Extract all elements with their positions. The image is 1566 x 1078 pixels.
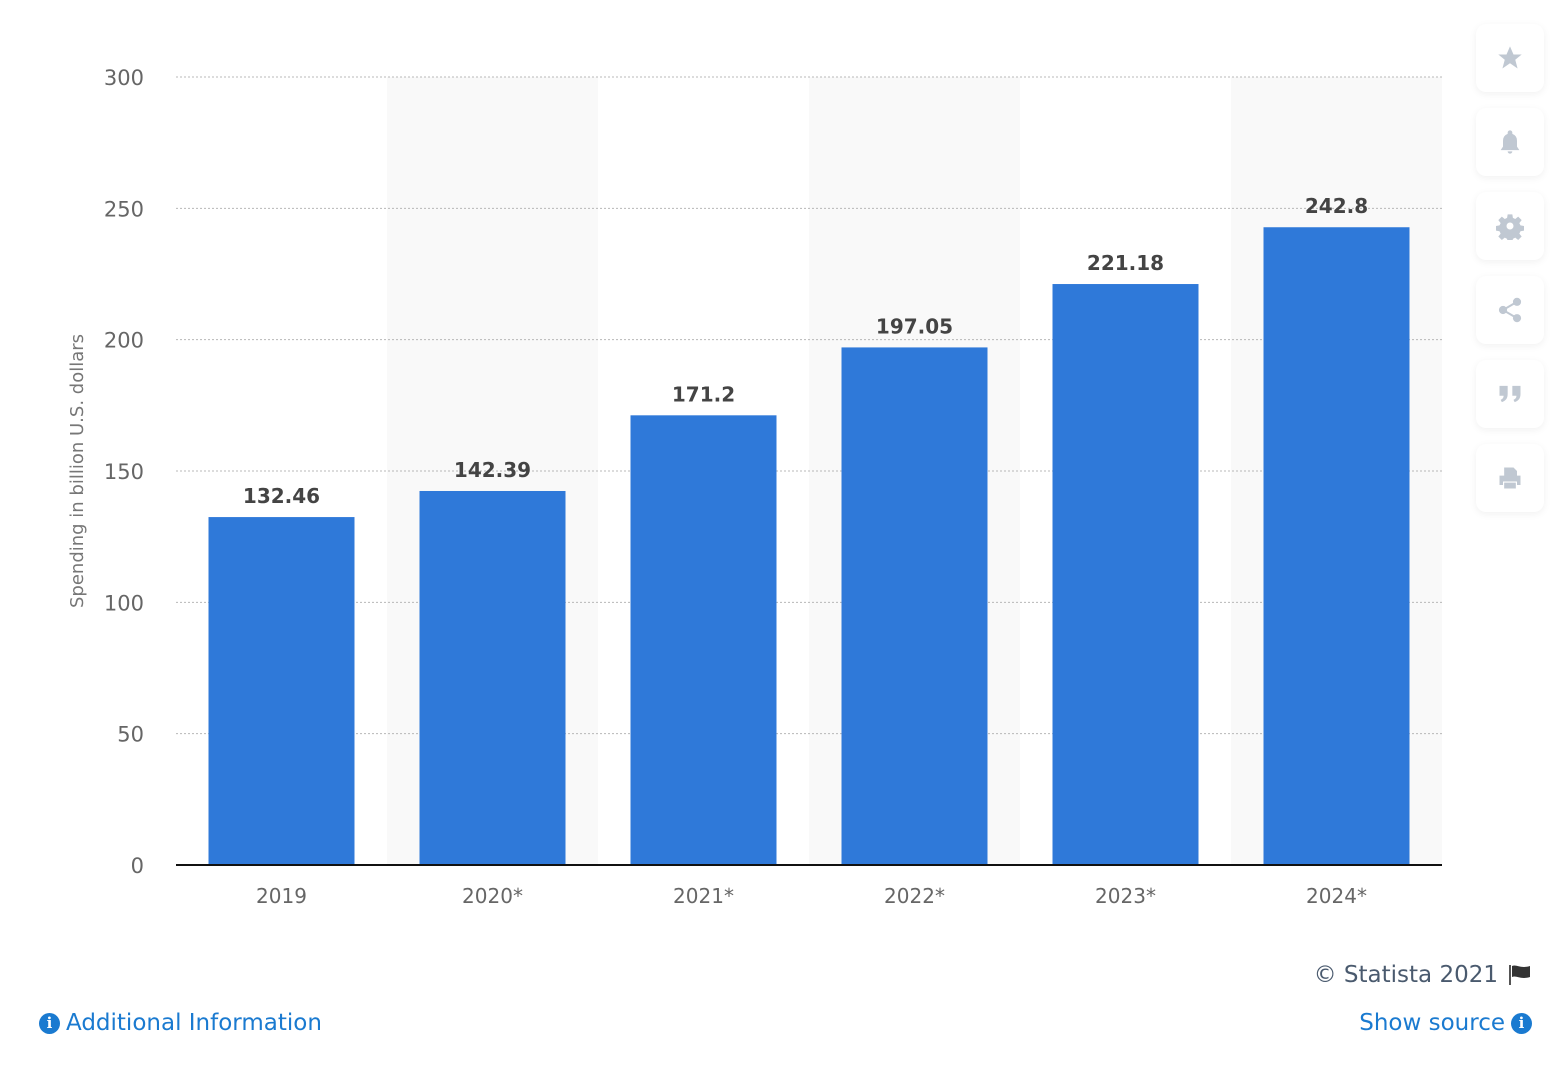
x-tick-label: 2019: [256, 884, 307, 908]
y-tick-label: 0: [131, 854, 144, 878]
star-icon: [1498, 46, 1522, 69]
settings-button[interactable]: [1476, 192, 1544, 260]
data-label: 142.39: [454, 458, 531, 482]
quote-icon: [1499, 385, 1521, 403]
y-tick-label: 200: [104, 329, 144, 353]
y-axis-title: Spending in billion U.S. dollars: [67, 334, 88, 608]
additional-information-link[interactable]: i Additional Information: [39, 1010, 322, 1036]
print-icon: [1499, 467, 1521, 489]
x-tick-label: 2023*: [1095, 884, 1156, 908]
notification-button[interactable]: [1476, 108, 1544, 176]
info-icon: i: [39, 1012, 60, 1034]
data-label: 132.46: [243, 484, 320, 508]
bar-chart: 0 50 100 150 200 250 300 132.46 2019 142.39 2020* 1…: [67, 66, 1442, 908]
additional-information-label: Additional Information: [66, 1010, 322, 1036]
bar: [1052, 284, 1199, 865]
flag-icon[interactable]: [1508, 964, 1532, 986]
share-button[interactable]: [1476, 276, 1544, 344]
x-tick-label: 2024*: [1306, 884, 1367, 908]
data-label: 171.2: [672, 382, 735, 406]
info-icon: i: [1511, 1012, 1532, 1034]
x-tick-label: 2020*: [462, 884, 523, 908]
y-tick-label: 50: [117, 723, 144, 747]
show-source-link[interactable]: Show source i: [1359, 1010, 1532, 1036]
y-tick-label: 150: [104, 460, 144, 484]
print-button[interactable]: [1476, 444, 1544, 512]
bar: [208, 517, 355, 865]
bar: [630, 415, 777, 865]
data-label: 197.05: [876, 314, 953, 338]
x-tick-label: 2022*: [884, 884, 945, 908]
y-tick-label: 100: [104, 591, 144, 615]
share-icon: [1498, 297, 1522, 323]
gear-icon: [1496, 214, 1524, 240]
bar: [841, 347, 988, 865]
cite-button[interactable]: [1476, 360, 1544, 428]
bar: [419, 490, 566, 865]
credit-text: © Statista 2021: [1313, 962, 1498, 988]
favorite-button[interactable]: [1476, 24, 1544, 92]
show-source-label: Show source: [1359, 1010, 1505, 1036]
y-tick-label: 300: [104, 66, 144, 90]
bar: [1263, 227, 1410, 865]
x-tick-label: 2021*: [673, 884, 734, 908]
bell-icon: [1500, 130, 1520, 154]
y-tick-label: 250: [104, 197, 144, 221]
copyright-credit: © Statista 2021: [1314, 962, 1532, 988]
data-label: 221.18: [1087, 251, 1164, 275]
data-label: 242.8: [1305, 194, 1368, 218]
